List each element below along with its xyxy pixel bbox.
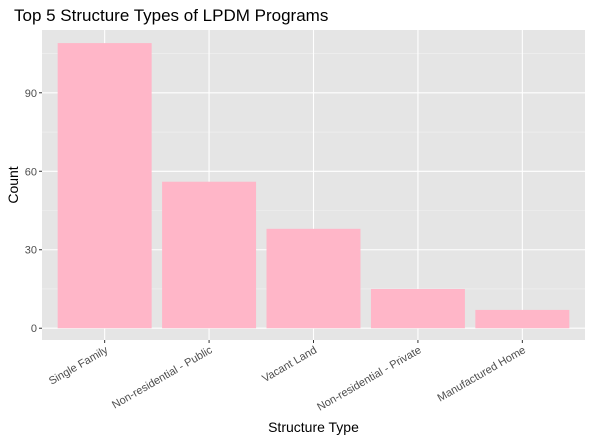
y-axis-ticks: 0 30 60 90 (25, 88, 42, 335)
y-axis-title: Count (5, 166, 21, 203)
bar (162, 181, 257, 329)
y-tick-label: 30 (25, 245, 37, 257)
bar (370, 288, 465, 329)
bar (57, 43, 152, 329)
y-tick-label: 0 (31, 323, 37, 335)
chart-title: Top 5 Structure Types of LPDM Programs (14, 6, 328, 25)
x-tick-label: Non-residential - Public (110, 344, 215, 412)
y-tick-label: 90 (25, 88, 37, 100)
bar (266, 228, 361, 329)
x-tick-label: Non-residential - Private (315, 344, 423, 413)
x-tick-label: Single Family (47, 344, 111, 388)
x-tick-label: Manufactured Home (436, 344, 528, 404)
x-axis-ticks: Single Family Non-residential - Public Vac… (47, 340, 528, 414)
bars (57, 43, 570, 329)
x-axis-title: Structure Type (268, 419, 359, 435)
y-tick-label: 60 (25, 166, 37, 178)
x-tick-label: Vacant Land (260, 344, 319, 385)
bar (475, 309, 570, 329)
